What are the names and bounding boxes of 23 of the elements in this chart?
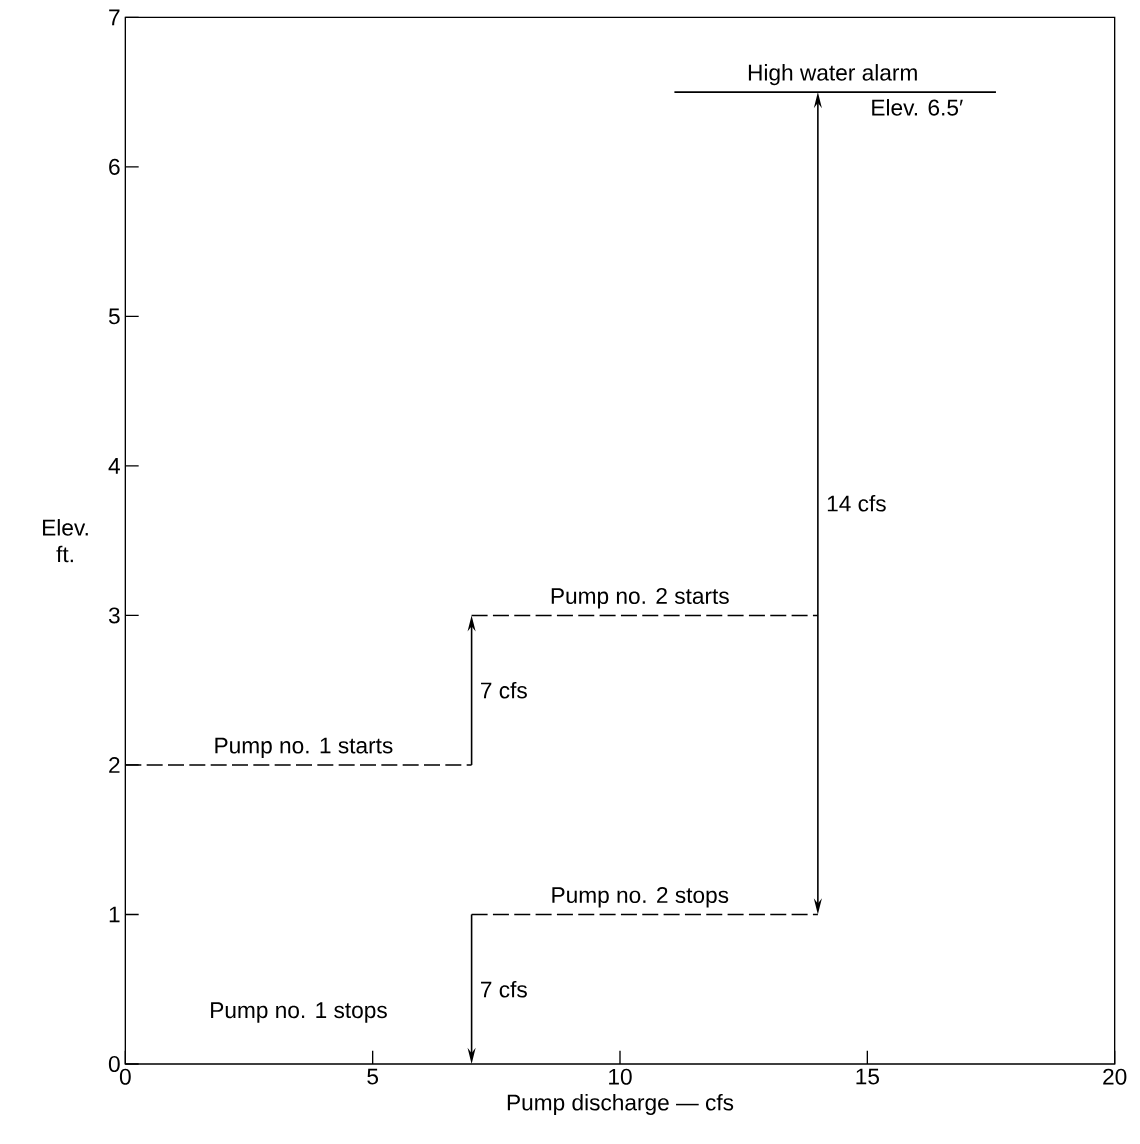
x-tick-label: 20 bbox=[1103, 1068, 1127, 1085]
y-tick-label: 0 bbox=[108, 1055, 120, 1073]
x-axis-title: Pump discharge — cfs bbox=[507, 1093, 734, 1116]
y-tick-label: 4 bbox=[108, 458, 120, 474]
y-axis-title: Elev. ft. bbox=[43, 519, 88, 563]
y-tick-label: 2 bbox=[109, 757, 120, 773]
y-tick-label: 6 bbox=[109, 158, 120, 175]
annotation: Pump no. 1 starts bbox=[215, 737, 393, 759]
annotation: High water alarm bbox=[748, 64, 917, 86]
y-tick-label: 7 bbox=[109, 9, 120, 26]
annotation: 7 cfs bbox=[481, 681, 527, 699]
annotation: Pump no. 2 starts bbox=[551, 587, 729, 609]
annotation: 14 cfs bbox=[827, 494, 886, 512]
y-tick-label: 1 bbox=[109, 906, 120, 923]
x-tick-label: 10 bbox=[609, 1068, 632, 1085]
annotation: Pump no. 1 stops bbox=[211, 1002, 387, 1023]
x-tick-label: 15 bbox=[856, 1068, 879, 1085]
y-tick-label: 5 bbox=[108, 308, 120, 325]
annotation: Elev. 6.5′ bbox=[872, 99, 963, 116]
x-tick-label: 5 bbox=[367, 1068, 379, 1085]
annotation: 7 cfs bbox=[481, 980, 527, 998]
y-tick-label: 3 bbox=[108, 607, 120, 624]
annotation: Pump no. 2 stops bbox=[552, 887, 729, 908]
